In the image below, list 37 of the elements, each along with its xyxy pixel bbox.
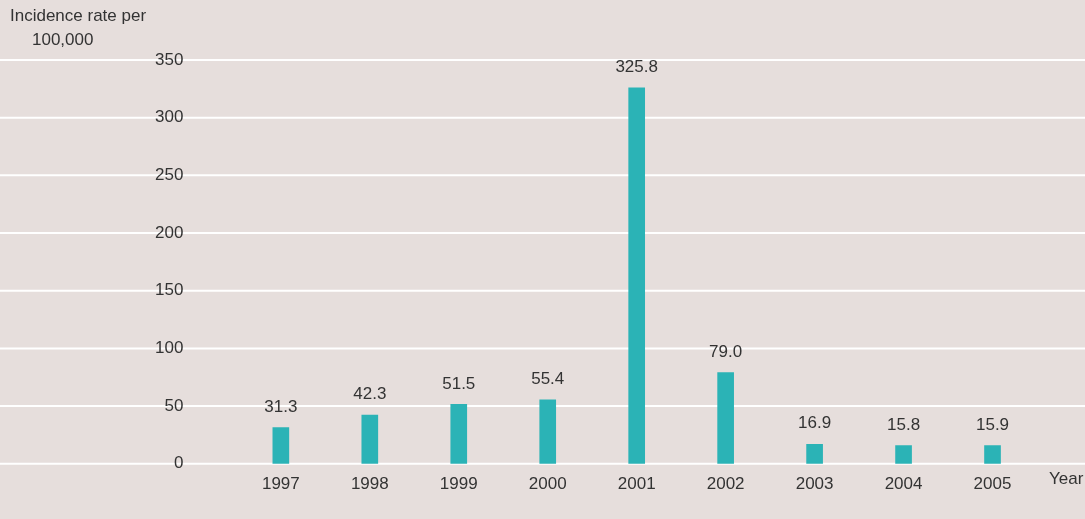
data-label: 55.4 (531, 369, 565, 389)
bar (539, 399, 557, 464)
x-tick-label: 2004 (884, 473, 923, 493)
x-axis-title: Year (1049, 468, 1084, 488)
bar (717, 372, 734, 464)
bar (984, 445, 1001, 464)
x-tick-label: 2000 (528, 473, 567, 493)
bar (895, 445, 912, 464)
bar (361, 414, 379, 464)
x-tick-label: 2002 (706, 473, 745, 493)
data-label: 325.8 (615, 57, 658, 77)
data-label: 42.3 (353, 384, 387, 404)
x-tick-label: 2001 (617, 473, 656, 493)
x-tick-label: 1999 (439, 473, 478, 493)
data-label: 51.5 (442, 373, 476, 393)
y-tick-label: 250 (154, 165, 184, 185)
y-tick-label: 300 (154, 107, 184, 127)
x-tick-label: 1998 (350, 473, 389, 493)
data-label: 15.9 (975, 414, 1010, 434)
y-tick-label: 350 (154, 49, 184, 69)
bar (628, 87, 646, 464)
y-tick-label: 150 (154, 280, 184, 300)
y-axis-title: Incidence rate per 100,000 (10, 6, 147, 50)
y-tick-label: 100 (154, 338, 184, 358)
bar (806, 443, 823, 464)
x-tick-label: 2005 (973, 473, 1012, 493)
y-tick-label: 0 (173, 453, 184, 473)
bar (450, 404, 468, 464)
data-label: 15.8 (887, 414, 921, 434)
x-tick-label: 1997 (261, 473, 300, 493)
data-label: 31.3 (264, 396, 298, 416)
x-tick-label: 2003 (795, 473, 834, 493)
y-tick-label: 200 (154, 222, 184, 242)
data-label: 16.9 (798, 413, 832, 433)
bar (272, 427, 290, 464)
data-label: 79.0 (709, 341, 743, 361)
y-tick-label: 50 (164, 395, 184, 415)
